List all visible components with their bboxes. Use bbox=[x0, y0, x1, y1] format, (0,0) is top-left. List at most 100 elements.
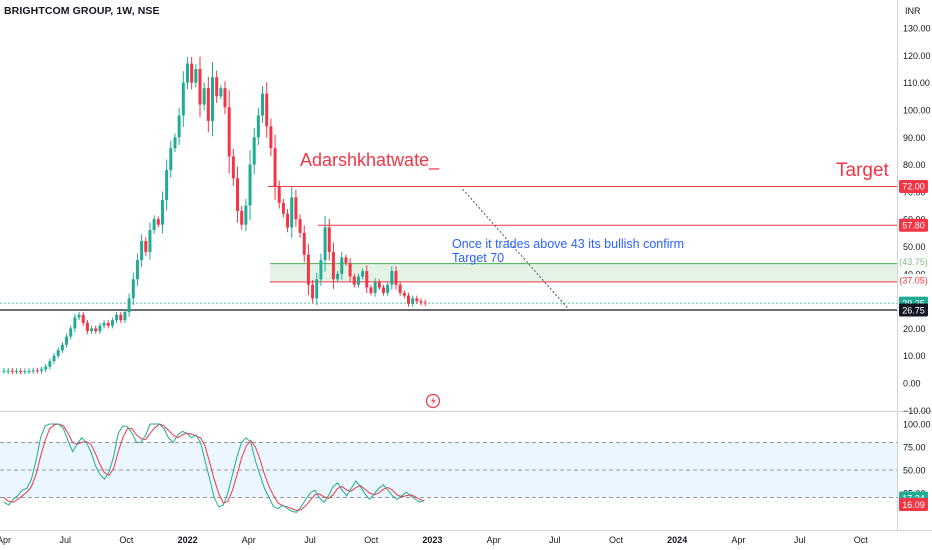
price-badge[interactable] bbox=[899, 218, 928, 232]
candle[interactable] bbox=[77, 314, 81, 318]
candle[interactable] bbox=[398, 284, 402, 293]
candle[interactable] bbox=[423, 302, 427, 304]
candle[interactable] bbox=[406, 295, 410, 304]
candle[interactable] bbox=[10, 370, 14, 372]
candle[interactable] bbox=[240, 211, 244, 225]
candle[interactable] bbox=[185, 63, 189, 83]
candle[interactable] bbox=[369, 287, 373, 293]
candle[interactable] bbox=[194, 69, 198, 83]
candle[interactable] bbox=[352, 276, 356, 285]
candle[interactable] bbox=[85, 322, 89, 332]
candle[interactable] bbox=[160, 200, 164, 225]
candle[interactable] bbox=[119, 314, 123, 321]
candle[interactable] bbox=[106, 322, 110, 326]
candle[interactable] bbox=[361, 271, 365, 277]
candle[interactable] bbox=[181, 82, 185, 116]
candle[interactable] bbox=[169, 148, 173, 171]
price-badge[interactable] bbox=[899, 255, 928, 269]
candle[interactable] bbox=[135, 260, 139, 280]
candle[interactable] bbox=[306, 254, 310, 285]
candle[interactable] bbox=[102, 322, 106, 326]
candle[interactable] bbox=[52, 355, 56, 362]
candle[interactable] bbox=[348, 262, 352, 277]
candle[interactable] bbox=[215, 77, 219, 97]
candle[interactable] bbox=[377, 281, 381, 288]
candle[interactable] bbox=[73, 317, 77, 329]
price-badge[interactable] bbox=[899, 273, 928, 287]
oscillator-d-line[interactable] bbox=[3, 423, 425, 512]
candle[interactable] bbox=[344, 257, 348, 263]
candle[interactable] bbox=[365, 271, 369, 288]
candle[interactable] bbox=[19, 370, 23, 372]
candle[interactable] bbox=[190, 63, 194, 83]
candle[interactable] bbox=[331, 251, 335, 280]
candle[interactable] bbox=[294, 197, 298, 220]
symbol-title[interactable]: BRIGHTCOM GROUP, 1W, NSE bbox=[4, 5, 160, 17]
candle[interactable] bbox=[31, 370, 35, 372]
candle[interactable] bbox=[311, 284, 315, 299]
candle[interactable] bbox=[115, 314, 119, 321]
candle[interactable] bbox=[269, 126, 273, 149]
candle[interactable] bbox=[231, 156, 235, 179]
candle[interactable] bbox=[152, 219, 156, 231]
candle[interactable] bbox=[173, 137, 177, 149]
candle[interactable] bbox=[65, 336, 69, 345]
candle[interactable] bbox=[373, 281, 377, 293]
oscillator-k-line[interactable] bbox=[3, 423, 425, 513]
candle[interactable] bbox=[94, 328, 98, 332]
candle[interactable] bbox=[148, 230, 152, 252]
trendline-line[interactable] bbox=[462, 188, 572, 313]
candle[interactable] bbox=[248, 164, 252, 206]
lightning-icon[interactable] bbox=[425, 393, 441, 409]
candle[interactable] bbox=[6, 370, 10, 372]
candle[interactable] bbox=[323, 227, 327, 261]
candle[interactable] bbox=[244, 205, 248, 225]
candle[interactable] bbox=[419, 301, 423, 303]
candle[interactable] bbox=[90, 328, 94, 332]
candle[interactable] bbox=[415, 298, 419, 302]
candle[interactable] bbox=[198, 69, 202, 105]
candle[interactable] bbox=[177, 115, 181, 138]
candle[interactable] bbox=[256, 115, 260, 138]
candle[interactable] bbox=[390, 271, 394, 285]
candle[interactable] bbox=[40, 369, 44, 371]
candle[interactable] bbox=[298, 219, 302, 233]
candle[interactable] bbox=[302, 232, 306, 255]
candle[interactable] bbox=[277, 186, 281, 203]
candle[interactable] bbox=[69, 328, 73, 337]
candle[interactable] bbox=[315, 279, 319, 299]
candle[interactable] bbox=[98, 325, 102, 332]
candle[interactable] bbox=[144, 241, 148, 252]
candle[interactable] bbox=[402, 292, 406, 296]
candle[interactable] bbox=[23, 371, 27, 373]
candle[interactable] bbox=[386, 284, 390, 293]
candle[interactable] bbox=[123, 312, 127, 321]
candle[interactable] bbox=[290, 197, 294, 228]
candle[interactable] bbox=[336, 273, 340, 280]
candle[interactable] bbox=[44, 366, 48, 370]
candle[interactable] bbox=[319, 260, 323, 280]
price-badge[interactable] bbox=[899, 498, 928, 511]
candle[interactable] bbox=[265, 93, 269, 127]
candle[interactable] bbox=[156, 219, 160, 225]
candle[interactable] bbox=[60, 344, 64, 351]
candle[interactable] bbox=[48, 361, 52, 367]
candle[interactable] bbox=[56, 350, 60, 356]
candle[interactable] bbox=[281, 202, 285, 214]
price-badge[interactable] bbox=[899, 179, 928, 193]
candle[interactable] bbox=[394, 271, 398, 285]
candle[interactable] bbox=[219, 88, 223, 97]
candle[interactable] bbox=[356, 276, 360, 285]
price-badge[interactable] bbox=[899, 303, 928, 317]
candle[interactable] bbox=[252, 137, 256, 165]
candle[interactable] bbox=[227, 107, 231, 157]
candle[interactable] bbox=[286, 213, 290, 228]
candle[interactable] bbox=[15, 370, 19, 372]
candle[interactable] bbox=[2, 370, 6, 372]
candle[interactable] bbox=[223, 88, 227, 108]
candle[interactable] bbox=[340, 257, 344, 274]
candle[interactable] bbox=[411, 298, 415, 304]
candle[interactable] bbox=[206, 88, 210, 121]
candle[interactable] bbox=[273, 148, 277, 187]
